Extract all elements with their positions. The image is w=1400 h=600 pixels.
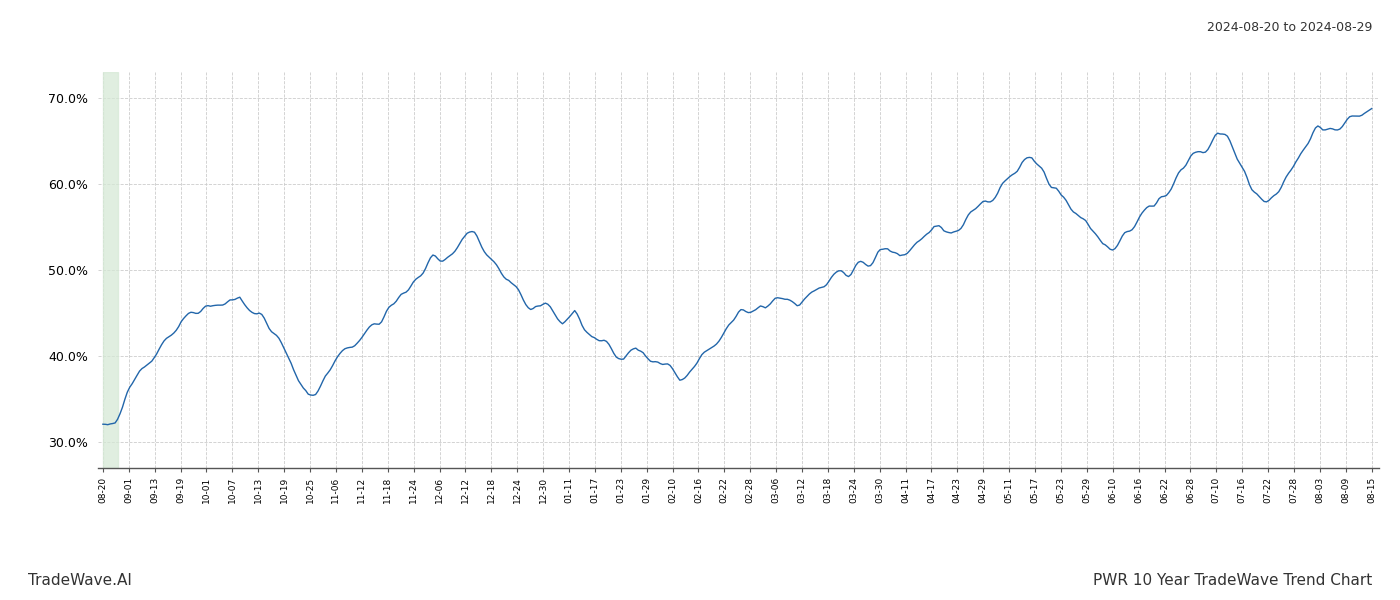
- Text: PWR 10 Year TradeWave Trend Chart: PWR 10 Year TradeWave Trend Chart: [1093, 573, 1372, 588]
- Bar: [102, 72, 118, 468]
- Text: 2024-08-20 to 2024-08-29: 2024-08-20 to 2024-08-29: [1207, 21, 1372, 34]
- Text: TradeWave.AI: TradeWave.AI: [28, 573, 132, 588]
